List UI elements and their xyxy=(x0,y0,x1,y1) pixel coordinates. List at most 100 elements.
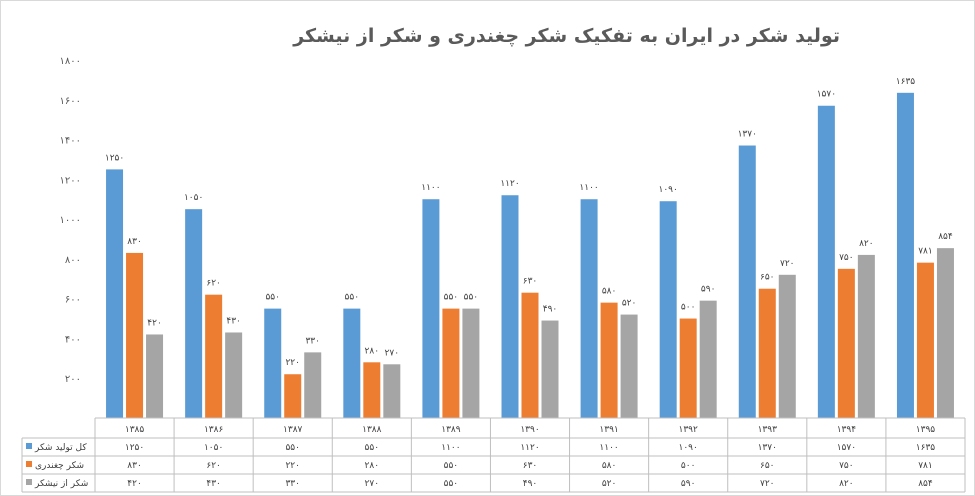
bar-series-2 xyxy=(363,362,381,418)
bar-series-2 xyxy=(284,374,302,418)
bar-series-2 xyxy=(442,308,460,418)
data-label: ۱۵۷۰ xyxy=(817,90,836,100)
bar-series-3 xyxy=(462,308,480,418)
table-cell: ۱۱۲۰ xyxy=(520,443,539,453)
bar-series-1 xyxy=(580,199,598,418)
data-label: ۷۲۰ xyxy=(780,259,795,269)
data-label: ۵۲۰ xyxy=(622,299,637,309)
y-tick-label: ۱۰۰۰ xyxy=(60,215,81,226)
legend-swatch-series-2 xyxy=(26,461,32,467)
table-cell: ۲۸۰ xyxy=(365,461,380,471)
table-cell: ۴۲۰ xyxy=(127,479,142,489)
table-cell: ۲۲۰ xyxy=(285,461,300,471)
data-label: ۱۱۰۰ xyxy=(579,183,598,193)
data-label: ۶۳۰ xyxy=(523,277,538,287)
data-label: ۵۵۰ xyxy=(444,293,459,303)
bar-series-2 xyxy=(205,294,223,418)
x-tick-label: ۱۳۸۸ xyxy=(362,425,382,435)
bar-series-1 xyxy=(422,199,440,418)
bar-series-3 xyxy=(936,248,954,418)
data-label: ۵۵۰ xyxy=(345,293,360,303)
x-tick-label: ۱۳۹۰ xyxy=(520,425,539,435)
plot-area: ۱۲۵۰ ۸۳۰ ۴۲۰ ۱۰۵۰ ۶۲۰ ۴۳۰ ۵۵۰ ۲۲۰ ۳۳۰ ۵۵۰ ۲۸۰ ۲۷۰ ۱۱… xyxy=(95,77,965,419)
table-cell: ۵۲۰ xyxy=(602,479,617,489)
y-tick-label: ۱۴۰۰ xyxy=(60,136,81,147)
bar-series-3 xyxy=(620,314,638,418)
table-cell: ۷۲۰ xyxy=(760,479,775,489)
y-axis: ۲۰۰ ۴۰۰ ۶۰۰ ۸۰۰ ۱۰۰۰ ۱۲۰۰ ۱۴۰۰ ۱۶۰۰ ۱۸۰۰ xyxy=(60,56,81,385)
table-cell: ۸۳۰ xyxy=(127,461,142,471)
x-tick-label: ۱۳۹۵ xyxy=(916,425,936,435)
data-label: ۱۲۵۰ xyxy=(105,153,124,163)
data-label: ۵۸۰ xyxy=(602,287,617,297)
x-tick-label: ۱۳۹۲ xyxy=(679,425,699,435)
data-label: ۸۳۰ xyxy=(127,237,142,247)
table-cell: ۴۹۰ xyxy=(523,479,538,489)
bar-series-3 xyxy=(778,274,796,418)
bar-series-3 xyxy=(225,332,243,418)
x-tick-label: ۱۳۹۳ xyxy=(758,425,778,435)
bar-series-1 xyxy=(343,308,361,418)
chart-title: تولید شکر در ایران به تفکیک شکر چغندری و… xyxy=(292,25,840,47)
data-label: ۵۰۰ xyxy=(681,303,696,313)
bar-series-1 xyxy=(264,308,282,418)
table-cell: ۱۶۳۵ xyxy=(916,443,936,453)
x-tick-label: ۱۳۸۹ xyxy=(441,425,461,435)
data-label: ۱۰۵۰ xyxy=(184,193,203,203)
table-cell: ۶۲۰ xyxy=(206,461,221,471)
data-label: ۲۸۰ xyxy=(365,346,380,356)
y-tick-label: ۸۰۰ xyxy=(65,255,81,266)
table-cell: ۷۸۱ xyxy=(918,461,933,471)
bar-series-2 xyxy=(916,262,934,418)
y-tick-label: ۱۶۰۰ xyxy=(60,96,81,107)
x-tick-label: ۱۳۸۵ xyxy=(125,425,145,435)
data-label: ۱۰۹۰ xyxy=(659,185,678,195)
table-cell: ۱۱۰۰ xyxy=(441,443,460,453)
legend-label: شکر چغندری xyxy=(35,461,84,471)
x-tick-label: ۱۳۸۶ xyxy=(204,425,224,435)
data-label: ۳۳۰ xyxy=(305,336,320,346)
bar-series-3 xyxy=(699,300,717,418)
data-label: ۵۵۰ xyxy=(265,293,280,303)
data-label: ۸۲۰ xyxy=(859,239,874,249)
data-label: ۴۳۰ xyxy=(226,316,241,326)
table-cell: ۶۵۰ xyxy=(760,461,775,471)
table-cell: ۱۱۰۰ xyxy=(599,443,618,453)
bar-series-3 xyxy=(146,334,164,418)
legend-swatch-series-1 xyxy=(26,443,32,449)
table-cell: ۵۵۰ xyxy=(285,443,300,453)
data-label: ۴۹۰ xyxy=(543,305,558,315)
table-cell: ۵۵۰ xyxy=(365,443,380,453)
bar-series-1 xyxy=(659,201,677,418)
table-cell: ۱۳۷۰ xyxy=(758,443,777,453)
table-cell: ۸۵۴ xyxy=(918,479,933,489)
bar-series-1 xyxy=(896,92,914,419)
table-cell: ۵۵۰ xyxy=(444,479,459,489)
table-cell: ۷۵۰ xyxy=(839,461,854,471)
y-tick-label: ۶۰۰ xyxy=(65,295,81,306)
bar-series-1 xyxy=(106,169,124,418)
legend-label: شکر از نیشکر xyxy=(34,479,88,489)
data-label: ۱۳۷۰ xyxy=(738,130,757,140)
data-label: ۷۸۱ xyxy=(918,247,933,257)
x-tick-label: ۱۳۸۷ xyxy=(283,425,303,435)
table-cell: ۱۰۹۰ xyxy=(679,443,698,453)
legend-label: کل تولید شکر xyxy=(34,443,87,453)
bar-series-3 xyxy=(383,364,401,418)
data-label: ۶۵۰ xyxy=(760,273,775,283)
bar-series-1 xyxy=(501,195,519,418)
table-cell: ۵۰۰ xyxy=(681,461,696,471)
table-cell: ۳۳۰ xyxy=(285,479,300,489)
bar-series-2 xyxy=(600,302,618,418)
table-cell: ۸۲۰ xyxy=(839,479,854,489)
data-label: ۱۱۲۰ xyxy=(500,179,519,189)
bar-series-3 xyxy=(541,320,559,418)
y-tick-label: ۴۰۰ xyxy=(65,334,81,345)
y-tick-label: ۲۰۰ xyxy=(65,374,81,385)
bar-series-2 xyxy=(126,252,144,418)
bar-series-2 xyxy=(837,268,855,418)
data-label: ۲۷۰ xyxy=(385,348,400,358)
table-cell: ۲۷۰ xyxy=(365,479,380,489)
bar-series-3 xyxy=(304,352,322,418)
data-label: ۲۲۰ xyxy=(285,358,300,368)
